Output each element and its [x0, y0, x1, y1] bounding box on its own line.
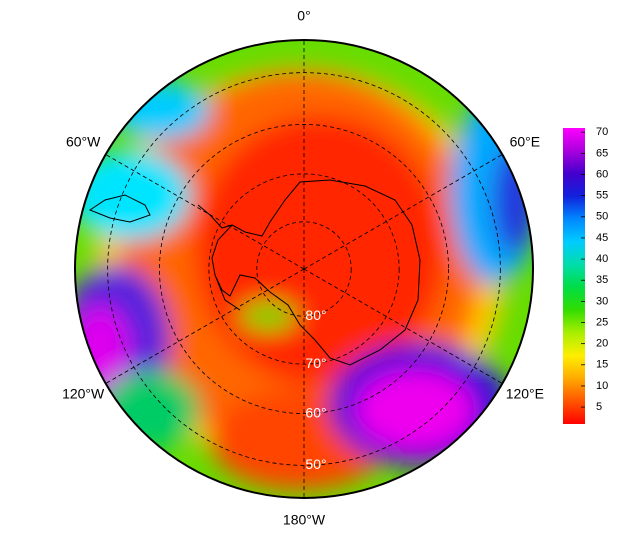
latitude-circle	[256, 221, 352, 317]
longitude-label: 120°E	[506, 386, 544, 402]
colorbar-tick-label: 45	[596, 232, 608, 244]
longitude-label: 60°E	[510, 134, 541, 150]
latitude-circle	[208, 173, 400, 365]
meridian	[105, 268, 305, 384]
meridian	[303, 154, 503, 270]
meridian	[105, 154, 305, 270]
colorbar-tick-label: 25	[596, 316, 608, 328]
colorbar-tick-label: 55	[596, 190, 608, 202]
longitude-label: 60°W	[66, 134, 101, 150]
graticule	[105, 40, 503, 498]
latitude-label: 70°	[305, 355, 326, 371]
colorbar-tick-label: 70	[596, 126, 608, 138]
colorbar-scale	[563, 128, 585, 424]
colorbar-tick-label: 40	[596, 253, 608, 265]
colorbar-tick-label: 65	[596, 147, 608, 159]
latitude-label: 80°	[305, 307, 326, 323]
map-border	[74, 39, 534, 499]
colorbar-tick-label: 35	[596, 274, 608, 286]
meridian	[303, 268, 503, 384]
coastline	[88, 194, 151, 223]
colorbar-tick-label: 30	[596, 295, 608, 307]
colorbar-tick-label: 50	[596, 211, 608, 223]
longitude-label: 180°W	[283, 512, 326, 528]
colorbar-tick-label: 10	[596, 380, 608, 392]
longitude-label: 120°W	[62, 386, 105, 402]
colorbar-tick-label: 5	[596, 401, 602, 413]
colorbar-tick-label: 20	[596, 338, 608, 350]
longitude-label: 0°	[297, 8, 310, 24]
labels: 80° 70° 60° 50° 0° 60°E 120°E 180°W 120°W 60°W	[62, 8, 544, 528]
latitude-label: 50°	[305, 456, 326, 472]
latitude-label: 60°	[305, 404, 326, 420]
colorbar-tick-label: 60	[596, 168, 608, 180]
colorbar: 5 10 15 20 25 30 35 40 45 50 55 60 65 70	[563, 126, 608, 424]
latitude-circle	[159, 124, 449, 414]
coastline	[197, 179, 421, 366]
colorbar-tick-label: 15	[596, 359, 608, 371]
